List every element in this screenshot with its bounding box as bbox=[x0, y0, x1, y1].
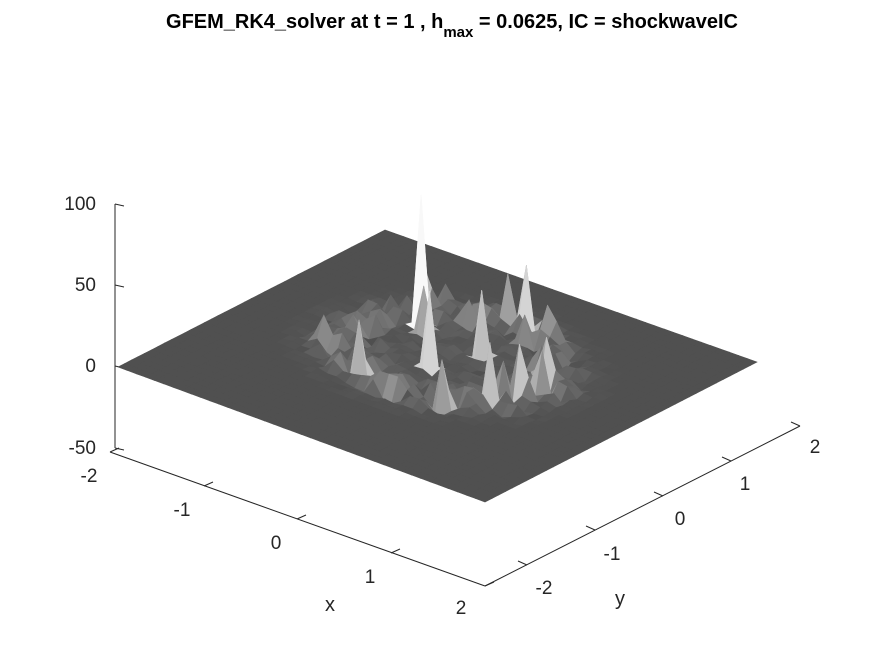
z-tick-mark bbox=[114, 203, 125, 207]
y-axis: -2 -1 0 1 2 y bbox=[484, 421, 821, 610]
x-axis-label: x bbox=[325, 594, 335, 616]
x-tick-label: -2 bbox=[81, 466, 98, 487]
x-tick-mark bbox=[203, 481, 214, 487]
chart-title-suffix: = 0.0625, IC = shockwaveIC bbox=[473, 11, 738, 33]
z-tick-label: 50 bbox=[75, 275, 96, 296]
z-tick-label: 100 bbox=[64, 194, 96, 215]
x-tick-label: 1 bbox=[365, 567, 376, 588]
z-tick-mark bbox=[114, 284, 125, 288]
x-tick-mark bbox=[109, 447, 120, 453]
x-tick-label: 0 bbox=[271, 533, 282, 554]
x-tick-mark bbox=[390, 548, 401, 554]
x-tick-label: 2 bbox=[456, 598, 467, 619]
y-axis-label: y bbox=[615, 588, 625, 610]
y-tick-mark bbox=[721, 456, 732, 462]
y-tick-label: 0 bbox=[675, 509, 686, 530]
y-tick-label: 2 bbox=[810, 437, 821, 458]
chart-title-subscript: max bbox=[443, 24, 474, 41]
x-axis: -2 -1 0 1 2 x bbox=[81, 447, 495, 619]
surface-face bbox=[475, 494, 493, 503]
z-tick-mark bbox=[114, 447, 125, 451]
y-tick-label: -2 bbox=[536, 578, 553, 599]
x-tick-mark bbox=[296, 514, 307, 520]
y-tick-mark bbox=[517, 560, 528, 566]
z-tick-label: 0 bbox=[85, 356, 96, 377]
x-tick-label: -1 bbox=[174, 500, 191, 521]
surface bbox=[117, 194, 758, 503]
y-tick-mark bbox=[790, 421, 801, 427]
y-tick-mark bbox=[653, 491, 664, 497]
y-axis-line bbox=[484, 425, 801, 587]
y-tick-label: -1 bbox=[604, 544, 621, 565]
y-tick-mark bbox=[585, 525, 596, 531]
y-tick-label: 1 bbox=[740, 474, 751, 495]
chart-title-prefix: GFEM_RK4_solver at t = 1 , h bbox=[166, 11, 443, 33]
z-tick-label: -50 bbox=[69, 438, 96, 459]
z-axis: 100 50 0 -50 bbox=[64, 194, 125, 459]
chart-title: GFEM_RK4_solver at t = 1 , hmax = 0.0625… bbox=[166, 11, 738, 41]
